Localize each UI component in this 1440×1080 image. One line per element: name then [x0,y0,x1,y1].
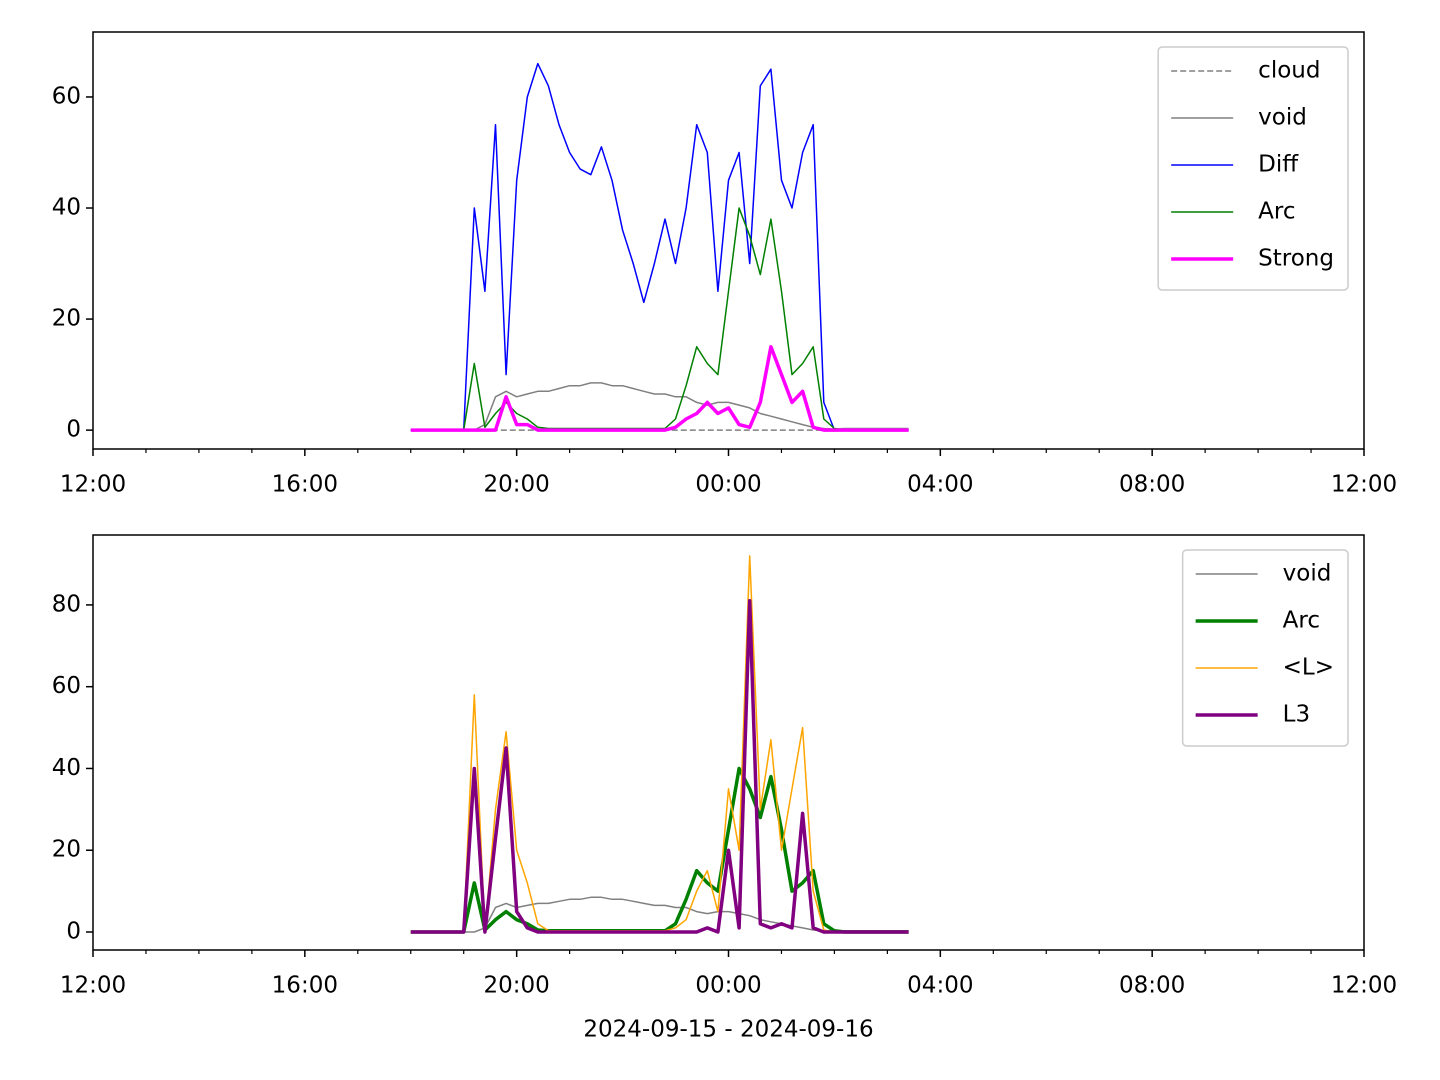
x-tick-label: 08:00 [1119,472,1185,498]
axes-frame [92,534,1365,951]
legend-label: <L> [1283,655,1334,681]
legend-label: Arc [1283,608,1320,634]
series-line [410,766,909,934]
series-line [410,345,909,432]
legend-label: void [1258,105,1307,131]
legend-label: L3 [1283,702,1310,728]
y-tick-label: 60 [52,673,81,699]
legend-box [1181,549,1349,747]
y-tick-label: 0 [66,417,81,443]
legend-label: Diff [1258,152,1299,178]
x-tick-label: 20:00 [484,472,550,498]
legend-label: Arc [1258,199,1295,225]
legend-label: cloud [1258,58,1320,84]
x-axis-label: 2024-09-15 - 2024-09-16 [583,1017,873,1043]
y-tick-label: 80 [52,591,81,617]
x-tick-label: 00:00 [695,973,761,999]
x-tick-label: 12:00 [60,973,126,999]
legend-box [1157,46,1349,291]
x-tick-label: 12:00 [60,472,126,498]
series-line [410,382,909,431]
axes-frame [92,31,1365,450]
legend-label: void [1283,561,1332,587]
series-line [410,62,909,431]
series-line [410,599,909,934]
legend-label: Strong [1258,246,1334,272]
series-line [410,555,909,933]
x-tick-label: 04:00 [907,472,973,498]
x-tick-label: 12:00 [1331,973,1397,999]
x-tick-label: 00:00 [695,472,761,498]
x-tick-label: 12:00 [1331,472,1397,498]
y-tick-label: 40 [52,195,81,221]
x-tick-label: 20:00 [484,973,550,999]
y-tick-label: 0 [66,919,81,945]
x-tick-label: 04:00 [907,973,973,999]
x-tick-label: 16:00 [272,973,338,999]
y-tick-label: 60 [52,83,81,109]
y-tick-label: 20 [52,306,81,332]
x-tick-label: 08:00 [1119,973,1185,999]
y-tick-label: 20 [52,837,81,863]
y-tick-label: 40 [52,755,81,781]
x-tick-label: 16:00 [272,472,338,498]
